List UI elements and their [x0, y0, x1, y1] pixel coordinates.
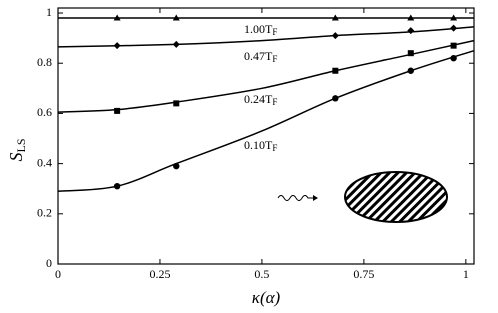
x-tick-label: 0.25 — [149, 267, 170, 281]
wavy-arrow — [277, 195, 314, 201]
series-label: 0.47TF — [244, 49, 277, 64]
inset-ellipse — [344, 171, 448, 223]
y-tick-label: 0 — [46, 256, 52, 270]
series-label-sub: F — [272, 54, 277, 64]
plot-frame — [57, 7, 475, 265]
marker — [172, 40, 180, 48]
series-label-main: 0.47T — [244, 49, 273, 63]
marker — [331, 32, 339, 40]
marker — [407, 50, 414, 57]
x-axis-label: κ(α) — [252, 288, 281, 307]
marker — [172, 14, 180, 21]
series-label: 1.00TF — [244, 22, 277, 37]
marker — [173, 162, 180, 170]
marker — [407, 67, 414, 74]
marker — [113, 182, 121, 190]
series-label: 0.24TF — [244, 92, 277, 107]
marker — [450, 54, 457, 62]
marker — [407, 27, 415, 35]
x-tick-label: 0 — [55, 267, 61, 281]
series-label-main: 1.00T — [244, 22, 273, 36]
series-label-sub: F — [272, 27, 277, 37]
y-label-main: S — [6, 153, 26, 162]
marker — [332, 67, 339, 74]
marker — [407, 14, 415, 21]
marker — [113, 42, 121, 50]
marker — [332, 95, 339, 102]
series-label-main: 0.24T — [244, 92, 273, 106]
series-label-main: 0.10T — [244, 138, 273, 152]
x-tick-label: 1 — [463, 267, 469, 281]
marker — [450, 14, 458, 21]
marker — [331, 14, 339, 21]
y-tick-label: 0.6 — [37, 105, 52, 119]
series-label-sub: F — [272, 97, 277, 107]
marker — [114, 107, 121, 114]
x-tick-label: 0.5 — [254, 267, 269, 281]
y-tick-label: 0.8 — [37, 55, 52, 69]
series-label: 0.10TF — [244, 138, 277, 153]
x-tick-label: 0.75 — [353, 267, 374, 281]
marker — [450, 24, 458, 32]
y-tick-label: 0.4 — [37, 155, 52, 169]
y-tick-label: 1 — [46, 5, 52, 19]
marker — [173, 100, 180, 107]
arrow-head — [313, 195, 318, 201]
series-label-sub: F — [272, 143, 277, 153]
y-tick-label: 0.2 — [37, 206, 52, 220]
marker — [113, 14, 121, 21]
y-label-sub: LS — [14, 138, 28, 152]
y-axis-label: SLS — [6, 138, 28, 161]
marker — [450, 42, 457, 49]
